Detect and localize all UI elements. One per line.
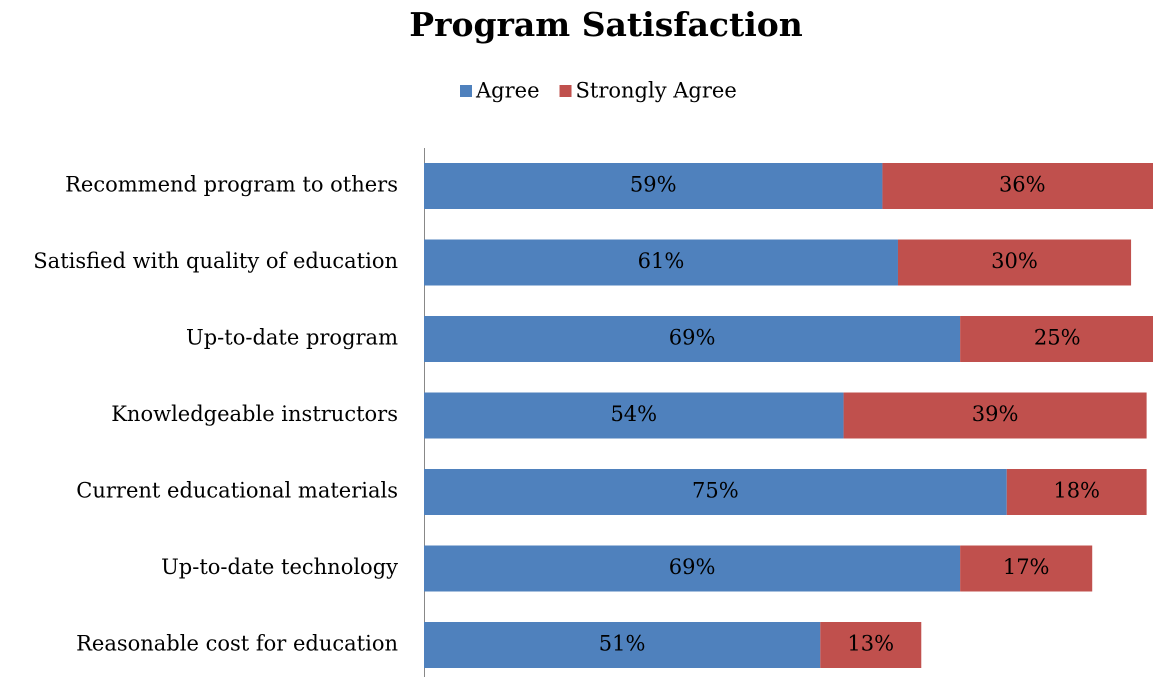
bar-segment	[424, 622, 821, 668]
data-label: 61%	[638, 249, 685, 273]
y-tick-label: Satisfied with quality of education	[33, 249, 398, 273]
y-tick-label: Knowledgeable instructors	[111, 402, 398, 426]
y-tick-label: Up-to-date program	[186, 326, 398, 350]
y-tick-label: Current educational materials	[76, 479, 398, 503]
chart-title: Program Satisfaction	[409, 5, 803, 44]
data-label: 17%	[1003, 555, 1050, 579]
data-label: 51%	[599, 632, 646, 656]
bar-segment	[882, 163, 1153, 209]
y-tick-label: Up-to-date technology	[161, 555, 398, 579]
legend-swatch	[460, 85, 472, 97]
data-label: 18%	[1053, 479, 1100, 503]
data-label: 25%	[1034, 326, 1081, 350]
bar-segment	[424, 239, 898, 286]
bar-segment	[1006, 469, 1147, 515]
data-label: 13%	[847, 632, 894, 656]
data-label: 59%	[630, 173, 677, 197]
bar-segment	[424, 316, 961, 362]
legend-label: Agree	[475, 79, 540, 103]
y-tick-label: Recommend program to others	[65, 173, 398, 197]
bar-segment	[960, 316, 1153, 362]
data-label: 54%	[610, 402, 657, 426]
data-label: 69%	[669, 326, 716, 350]
bar-segment	[960, 545, 1093, 592]
data-label: 30%	[991, 249, 1038, 273]
legend-swatch	[559, 85, 572, 97]
bar-segment	[897, 239, 1132, 286]
bar-segment	[424, 163, 883, 209]
bar-segment	[843, 392, 1147, 439]
bar-segment	[820, 622, 922, 668]
legend-label: Strongly Agree	[576, 79, 737, 103]
data-label: 36%	[999, 173, 1046, 197]
data-label: 75%	[692, 479, 739, 503]
data-label: 69%	[669, 555, 716, 579]
bar-segment	[424, 392, 844, 439]
y-tick-label: Reasonable cost for education	[76, 632, 398, 656]
data-label: 39%	[972, 402, 1019, 426]
bar-segment	[424, 545, 961, 592]
bar-segment	[424, 469, 1007, 515]
